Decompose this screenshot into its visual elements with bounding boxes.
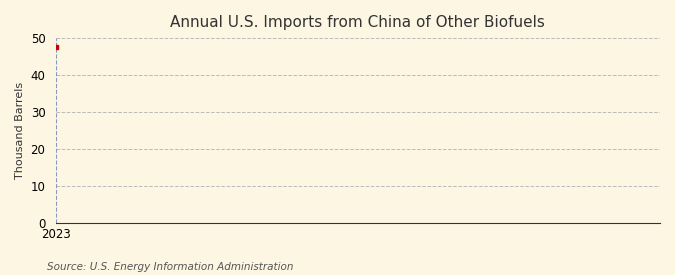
Title: Annual U.S. Imports from China of Other Biofuels: Annual U.S. Imports from China of Other … xyxy=(171,15,545,30)
Text: Source: U.S. Energy Information Administration: Source: U.S. Energy Information Administ… xyxy=(47,262,294,272)
Y-axis label: Thousand Barrels: Thousand Barrels xyxy=(15,82,25,179)
